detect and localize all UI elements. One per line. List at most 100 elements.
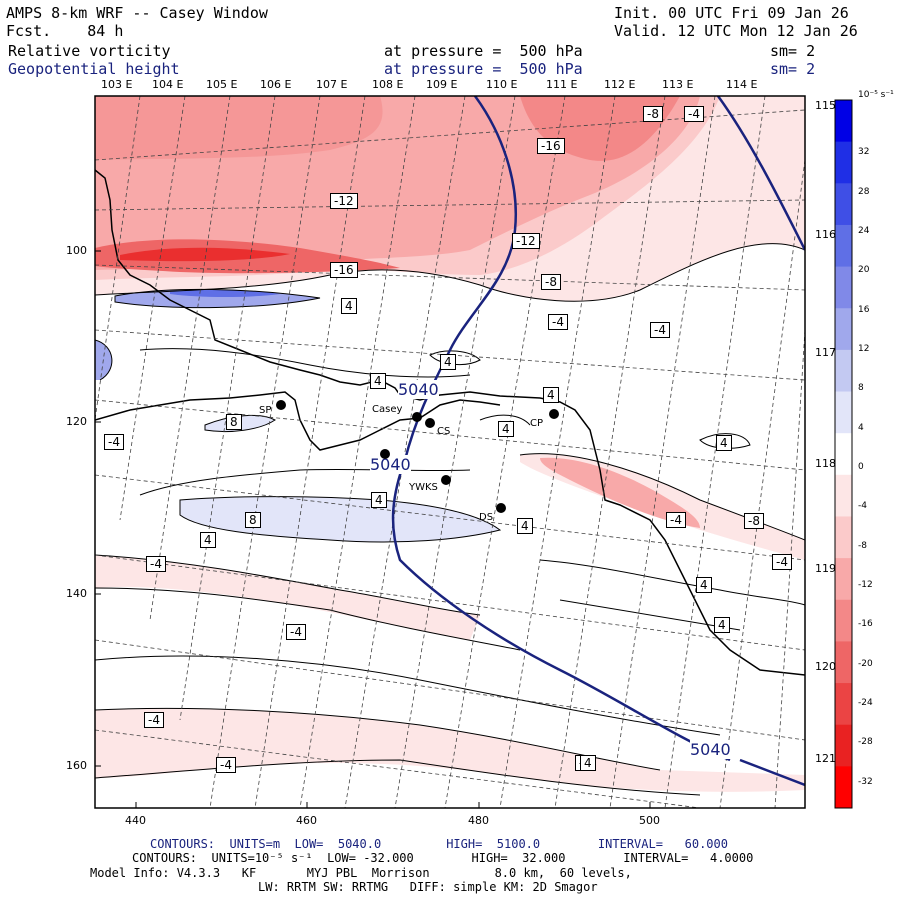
colorbar-frame (834, 99, 853, 809)
vorticity-contour-label: 4 (716, 435, 732, 451)
colorbar-tick-label: -24 (858, 698, 873, 708)
vorticity-contour-label: 4 (543, 387, 559, 403)
lon-label-top: 112 E (604, 78, 636, 91)
vorticity-contour-label: -12 (512, 233, 540, 249)
colorbar-tick-label: -8 (858, 540, 867, 551)
colorbar-swatch (835, 766, 852, 809)
pos-vort-south (180, 496, 500, 542)
colorbar-tick-label: 28 (858, 186, 870, 197)
vorticity-contour-label: 4 (714, 617, 730, 633)
lon-label-top: 106 E (260, 78, 292, 91)
vorticity-contour-label: 4 (370, 373, 386, 389)
station-label: SP (259, 405, 272, 416)
forecast-hour: Fcst. 84 h (6, 22, 124, 40)
lon-label-top: 114 E (726, 78, 758, 91)
station-marker[interactable] (425, 418, 435, 428)
colorbar (834, 99, 853, 809)
colorbar-swatch (835, 308, 852, 351)
lon-label-top: 109 E (426, 78, 458, 91)
colorbar-swatch (835, 391, 852, 434)
field2-smoothing: sm= 2 (770, 60, 816, 78)
colorbar-swatch (835, 141, 852, 184)
colorbar-swatch (835, 474, 852, 517)
x-label-460: 460 (296, 814, 317, 827)
lon-label-top: 103 E (101, 78, 133, 91)
colorbar-tick-label: 0 (858, 462, 864, 472)
valid-time: Valid. 12 UTC Mon 12 Jan 26 (614, 22, 858, 40)
vorticity-contour-label: -4 (650, 322, 670, 338)
vorticity-contour-label: -4 (772, 554, 792, 570)
lon-label-top: 113 E (662, 78, 694, 91)
colorbar-tick-label: 20 (858, 265, 870, 276)
vorticity-contour-label: -8 (541, 274, 561, 290)
latlon-grid (95, 96, 805, 808)
coastline-peninsula (95, 391, 501, 451)
colorbar-unit: 10⁻⁵ s⁻¹ (858, 90, 894, 100)
x-label-500: 500 (639, 814, 660, 827)
station-label: Casey (372, 404, 403, 415)
vorticity-contour-label: -4 (104, 434, 124, 450)
colorbar-swatch (835, 224, 852, 268)
x-label-440: 440 (125, 814, 146, 827)
colorbar-tick-label: 8 (858, 383, 864, 394)
colorbar-swatch (835, 266, 852, 309)
colorbar-swatch (835, 599, 852, 642)
vorticity-contour-label: 4 (498, 421, 514, 437)
station-marker[interactable] (276, 400, 286, 410)
colorbar-swatch (835, 558, 852, 601)
neg-vort-east-core (540, 457, 700, 528)
colorbar-tick-label: -4 (858, 501, 867, 512)
colorbar-tick-label: -32 (858, 776, 873, 787)
lon-label-top: 110 E (486, 78, 518, 91)
init-time: Init. 00 UTC Fri 09 Jan 26 (614, 4, 849, 22)
colorbar-tick-label: 16 (858, 304, 870, 315)
map-frame (94, 95, 806, 809)
station-label: CP (530, 418, 544, 429)
colorbar-tick-label: 4 (858, 422, 864, 433)
height-contour-label: 5040 (690, 740, 731, 759)
lon-label-top: 111 E (546, 78, 578, 91)
neg-vort-streak-core (120, 247, 290, 262)
vorticity-contour-label: -4 (666, 512, 686, 528)
station-marker[interactable] (380, 449, 390, 459)
vorticity-contour-label: -12 (330, 193, 358, 209)
vorticity-contour-label: 4 (517, 518, 533, 534)
station-marker[interactable] (496, 503, 506, 513)
x-label-480: 480 (468, 814, 489, 827)
lon-label-top: 105 E (206, 78, 238, 91)
vorticity-contour-label: 4 (371, 492, 387, 508)
vorticity-contour-label: -4 (548, 314, 568, 330)
field1-level: at pressure = 500 hPa (384, 42, 583, 60)
vorticity-contour-label: 8 (226, 414, 242, 430)
y-label-140: 140 (66, 587, 87, 600)
vorticity-contour-label: 4 (580, 755, 596, 771)
vorticity-contour-label: 4 (440, 354, 456, 370)
footer-model-physics: LW: RRTM SW: RRTMG DIFF: simple KM: 2D S… (258, 880, 598, 894)
station-marker[interactable] (441, 475, 451, 485)
y-label-120: 120 (66, 415, 87, 428)
colorbar-tick-label: -20 (858, 658, 873, 669)
vorticity-contour-label: -16 (537, 138, 565, 154)
footer-contours-height: CONTOURS: UNITS=m LOW= 5040.0 HIGH= 5100… (150, 837, 728, 851)
height-contour-label: 5040 (370, 455, 411, 474)
vorticity-contour-label: -4 (216, 757, 236, 773)
field2-level: at pressure = 500 hPa (384, 60, 583, 78)
colorbar-tick-label: 32 (858, 147, 870, 158)
colorbar-tick-label: 12 (858, 344, 870, 354)
station-marker[interactable] (412, 412, 422, 422)
footer-contours-vorticity: CONTOURS: UNITS=10⁻⁵ s⁻¹ LOW= -32.000 HI… (132, 851, 754, 865)
station-label: DS (479, 512, 494, 523)
map-title: AMPS 8-km WRF -- Casey Window (6, 4, 268, 22)
station-label: CS (437, 426, 451, 437)
y-label-160: 160 (66, 759, 87, 772)
field2-name: Geopotential height (8, 60, 180, 78)
colorbar-swatch (835, 100, 852, 143)
field1-smoothing: sm= 2 (770, 42, 816, 60)
colorbar-tick-label: -28 (858, 737, 873, 748)
colorbar-tick-label: 24 (858, 226, 870, 236)
colorbar-tick-label: -12 (858, 580, 873, 590)
vorticity-contour-label: -8 (643, 106, 663, 122)
colorbar-swatch (835, 683, 852, 726)
station-marker[interactable] (549, 409, 559, 419)
vorticity-contour-label: 4 (696, 577, 712, 593)
